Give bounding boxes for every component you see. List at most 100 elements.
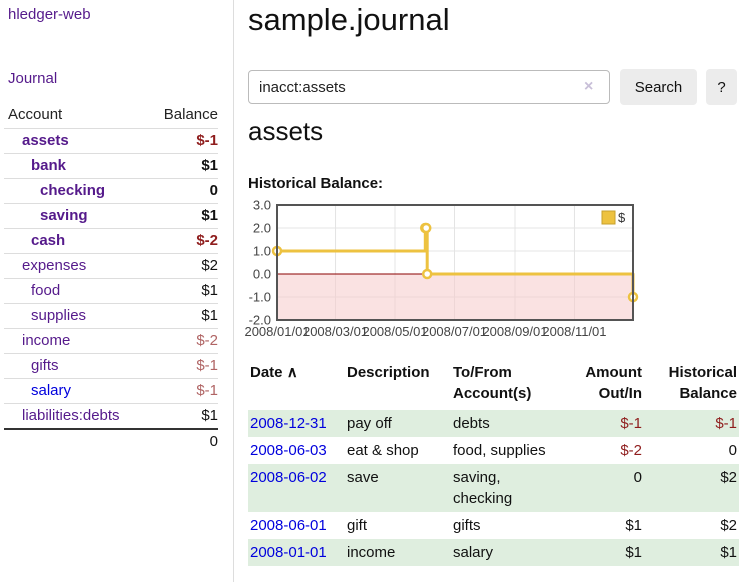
register-row: 2008-01-01 income salary $1 $1	[248, 539, 739, 566]
sidebar-account-balance: $1	[201, 307, 218, 324]
sidebar-account-link[interactable]: checking	[40, 182, 106, 199]
transaction-description: gift	[347, 517, 368, 534]
chart-title: Historical Balance:	[248, 175, 384, 192]
sidebar-account-balance: $1	[201, 282, 218, 299]
transaction-accounts: debts	[453, 415, 490, 432]
sidebar-account-link[interactable]: saving	[40, 207, 88, 224]
sidebar-account-row: supplies $1	[4, 303, 218, 328]
historical-balance-chart[interactable]: $3.0 2.0 1.0 0.0 -1.0 -2.02008/01/012008/03/0…	[244, 198, 668, 350]
sidebar-account-balance: $-2	[196, 332, 218, 349]
sort-ascending-icon: ∧	[286, 364, 298, 381]
y-tick-label: -1.0	[249, 290, 271, 305]
sidebar-account-row: income $-2	[4, 328, 218, 353]
search-button[interactable]: Search	[620, 69, 697, 105]
clear-search-icon[interactable]: ×	[584, 78, 594, 95]
account-heading: assets	[248, 116, 324, 146]
register-row: 2008-12-31 pay off debts $-1 $-1	[248, 410, 739, 437]
register-row: 2008-06-01 gift gifts $1 $2	[248, 512, 739, 539]
sidebar-account-row: saving $1	[4, 203, 218, 228]
x-tick-label: 2008/07/01	[422, 324, 487, 339]
transaction-balance: $2	[720, 469, 737, 486]
sidebar-account-row: liabilities:debts $1	[4, 403, 218, 428]
transaction-date-link[interactable]: 2008-06-02	[250, 469, 327, 486]
sidebar-accounts-header: Account Balance	[4, 102, 218, 128]
sidebar-account-link[interactable]: cash	[31, 232, 66, 249]
sidebar: hledger-web Journal Account Balance asse…	[0, 0, 234, 582]
transaction-accounts: gifts	[453, 517, 481, 534]
transaction-description: pay off	[347, 415, 392, 432]
sidebar-account-link[interactable]: supplies	[31, 307, 87, 324]
sidebar-account-link[interactable]: income	[22, 332, 71, 349]
date-column-label: Date	[250, 364, 283, 381]
x-tick-label: 2008/11/01	[542, 324, 606, 339]
transaction-date-link[interactable]: 2008-06-03	[250, 442, 327, 459]
chart-container: $3.0 2.0 1.0 0.0 -1.0 -2.0 2008/01/01 2008/03/0…	[244, 198, 668, 350]
x-tick-label: 2008/03/01	[303, 324, 368, 339]
transaction-date-link[interactable]: 2008-01-01	[250, 544, 327, 561]
sidebar-total-row: 0	[4, 428, 218, 454]
sidebar-account-balance: 0	[209, 182, 218, 199]
transaction-description: save	[347, 469, 379, 486]
transaction-accounts: saving, checking	[453, 469, 513, 507]
x-tick-label: 2008/01/01	[244, 324, 309, 339]
transaction-balance: $2	[720, 517, 737, 534]
register-row: 2008-06-03 eat & shop food, supplies $-2…	[248, 437, 739, 464]
transaction-accounts: food, supplies	[453, 442, 546, 459]
sidebar-item-journal[interactable]: Journal	[8, 70, 58, 87]
transaction-amount: $1	[625, 517, 642, 534]
plot-border	[276, 204, 634, 321]
sidebar-account-balance: $-1	[196, 382, 218, 399]
transaction-balance: 0	[728, 442, 737, 459]
sidebar-account-row: gifts $-1	[4, 353, 218, 378]
date-column-header[interactable]: Date ∧	[248, 360, 345, 410]
register-section: Date ∧ Description To/From Account(s) Am…	[248, 360, 739, 566]
sidebar-account-balance: $1	[201, 157, 218, 174]
data-point-marker	[420, 222, 432, 234]
data-point-marker	[421, 268, 433, 280]
y-tick-label: 2.0	[253, 221, 271, 236]
x-tick-label: 2008/09/01	[482, 324, 547, 339]
app-brand-link[interactable]: hledger-web	[8, 6, 91, 23]
transaction-amount: 0	[633, 469, 642, 486]
sidebar-account-row: cash $-2	[4, 228, 218, 253]
sidebar-account-balance: $1	[201, 407, 218, 424]
sidebar-account-link[interactable]: gifts	[31, 357, 59, 374]
amount-column-header: Amount Out/In	[585, 364, 642, 402]
transaction-description: eat & shop	[347, 442, 419, 459]
transaction-accounts: salary	[453, 544, 494, 561]
sidebar-account-row: expenses $2	[4, 253, 218, 278]
sidebar-account-row: salary $-1	[4, 378, 218, 403]
transaction-date-link[interactable]: 2008-12-31	[250, 415, 327, 432]
sidebar-total-balance: 0	[209, 433, 218, 450]
sidebar-account-row: bank $1	[4, 153, 218, 178]
sidebar-account-link[interactable]: bank	[31, 157, 67, 174]
transaction-amount: $1	[625, 544, 642, 561]
sidebar-accounts-table: Account Balance assets $-1 bank $1 check…	[4, 102, 218, 454]
legend-label: $	[618, 210, 626, 225]
register-table: Date ∧ Description To/From Account(s) Am…	[248, 360, 739, 566]
sidebar-accounts-rows: assets $-1 bank $1 checking 0 saving $1 …	[4, 128, 218, 428]
accounts-column-header: To/From Account(s)	[453, 364, 532, 402]
transaction-balance: $-1	[715, 415, 737, 432]
x-tick-label: 2008/05/01	[362, 324, 427, 339]
main-content: sample.journal × Search ? assets Histori…	[244, 0, 742, 582]
transaction-description: income	[347, 544, 396, 561]
page-title: sample.journal	[248, 2, 450, 37]
account-column-header: Account	[8, 106, 63, 123]
sidebar-account-link[interactable]: food	[31, 282, 61, 299]
sidebar-account-link[interactable]: liabilities:debts	[22, 407, 120, 424]
y-tick-label: 1.0	[253, 244, 271, 259]
transaction-date-link[interactable]: 2008-06-01	[250, 517, 327, 534]
sidebar-account-link[interactable]: salary	[31, 382, 72, 399]
sidebar-account-row: checking 0	[4, 178, 218, 203]
transaction-amount: $-2	[620, 442, 642, 459]
register-header-row: Date ∧ Description To/From Account(s) Am…	[248, 360, 739, 410]
balance-column-header: Balance	[163, 106, 218, 123]
sidebar-account-row: assets $-1	[4, 128, 218, 153]
search-input[interactable]	[248, 70, 610, 104]
transaction-balance: $1	[720, 544, 737, 561]
sidebar-account-link[interactable]: assets	[22, 132, 69, 149]
help-button[interactable]: ?	[706, 69, 737, 105]
sidebar-account-link[interactable]: expenses	[22, 257, 87, 274]
negative-region	[277, 274, 633, 320]
